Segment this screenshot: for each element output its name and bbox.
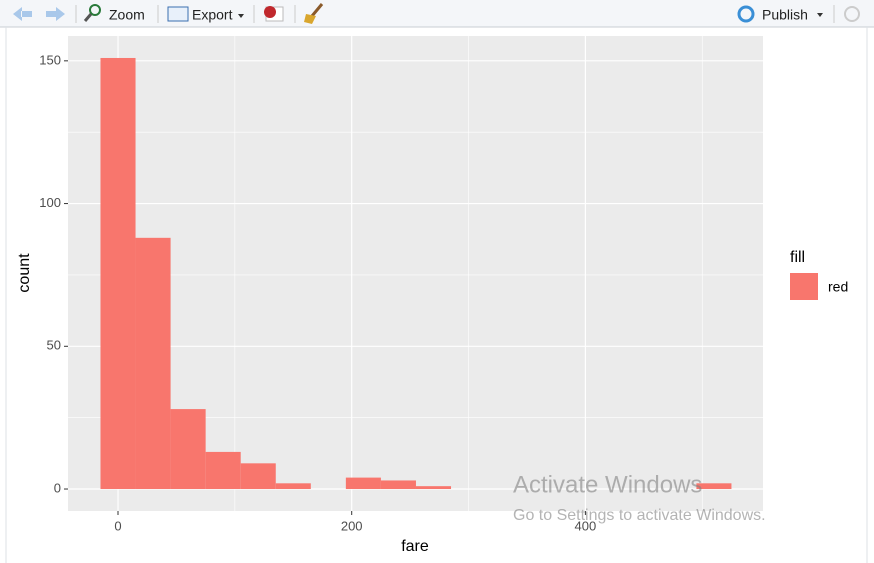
y-tick-label: 0: [54, 480, 61, 495]
histogram-bar: [345, 477, 381, 490]
refresh-button[interactable]: [844, 6, 860, 22]
clear-all-button[interactable]: [304, 3, 324, 24]
zoom-label: Zoom: [109, 7, 145, 23]
zoom-button[interactable]: Zoom: [83, 4, 145, 23]
legend-key: [790, 273, 818, 300]
legend-label: red: [828, 279, 848, 295]
y-tick-label: 50: [47, 338, 61, 353]
histogram-bar: [100, 57, 136, 490]
toolbar: [0, 0, 874, 27]
broom-icon: [310, 3, 324, 17]
publish-button[interactable]: Publish: [737, 5, 823, 23]
x-tick-label: 400: [575, 518, 597, 533]
publish-label: Publish: [762, 7, 808, 23]
histogram-bar: [205, 451, 241, 490]
watermark-subtitle: Go to Settings to activate Windows.: [513, 507, 766, 524]
histogram-bar: [240, 463, 276, 490]
zoom-icon: [89, 4, 101, 16]
histogram-bar: [170, 409, 206, 490]
histogram-bar: [415, 486, 452, 490]
histogram-bar: [275, 483, 311, 490]
forward-button[interactable]: [46, 7, 65, 21]
watermark-title: Activate Windows: [513, 471, 702, 498]
x-tick-label: 200: [341, 518, 363, 533]
export-label: Export: [192, 7, 233, 23]
back-button[interactable]: [13, 7, 32, 21]
dropdown-arrow: [238, 14, 244, 18]
zoom-icon: [83, 13, 93, 22]
broom-icon: [304, 14, 316, 24]
x-axis-title: fare: [401, 538, 429, 555]
chart: 0 200 400 0 50 100 150: [39, 36, 763, 533]
y-tick-label: 150: [39, 52, 61, 67]
y-tick-label: 100: [39, 195, 61, 210]
dropdown-arrow: [817, 13, 823, 17]
legend-title: fill: [790, 249, 805, 266]
export-icon: [167, 6, 189, 22]
y-axis-title: count: [16, 253, 33, 293]
x-tick-label: 0: [114, 518, 121, 533]
remove-icon: [264, 6, 276, 18]
histogram-bar: [135, 237, 171, 490]
publish-icon: [737, 5, 755, 23]
remove-plot-button[interactable]: [264, 6, 284, 22]
histogram-bar: [380, 480, 416, 490]
export-button[interactable]: Export: [167, 6, 244, 23]
histogram-bar: [696, 483, 732, 490]
